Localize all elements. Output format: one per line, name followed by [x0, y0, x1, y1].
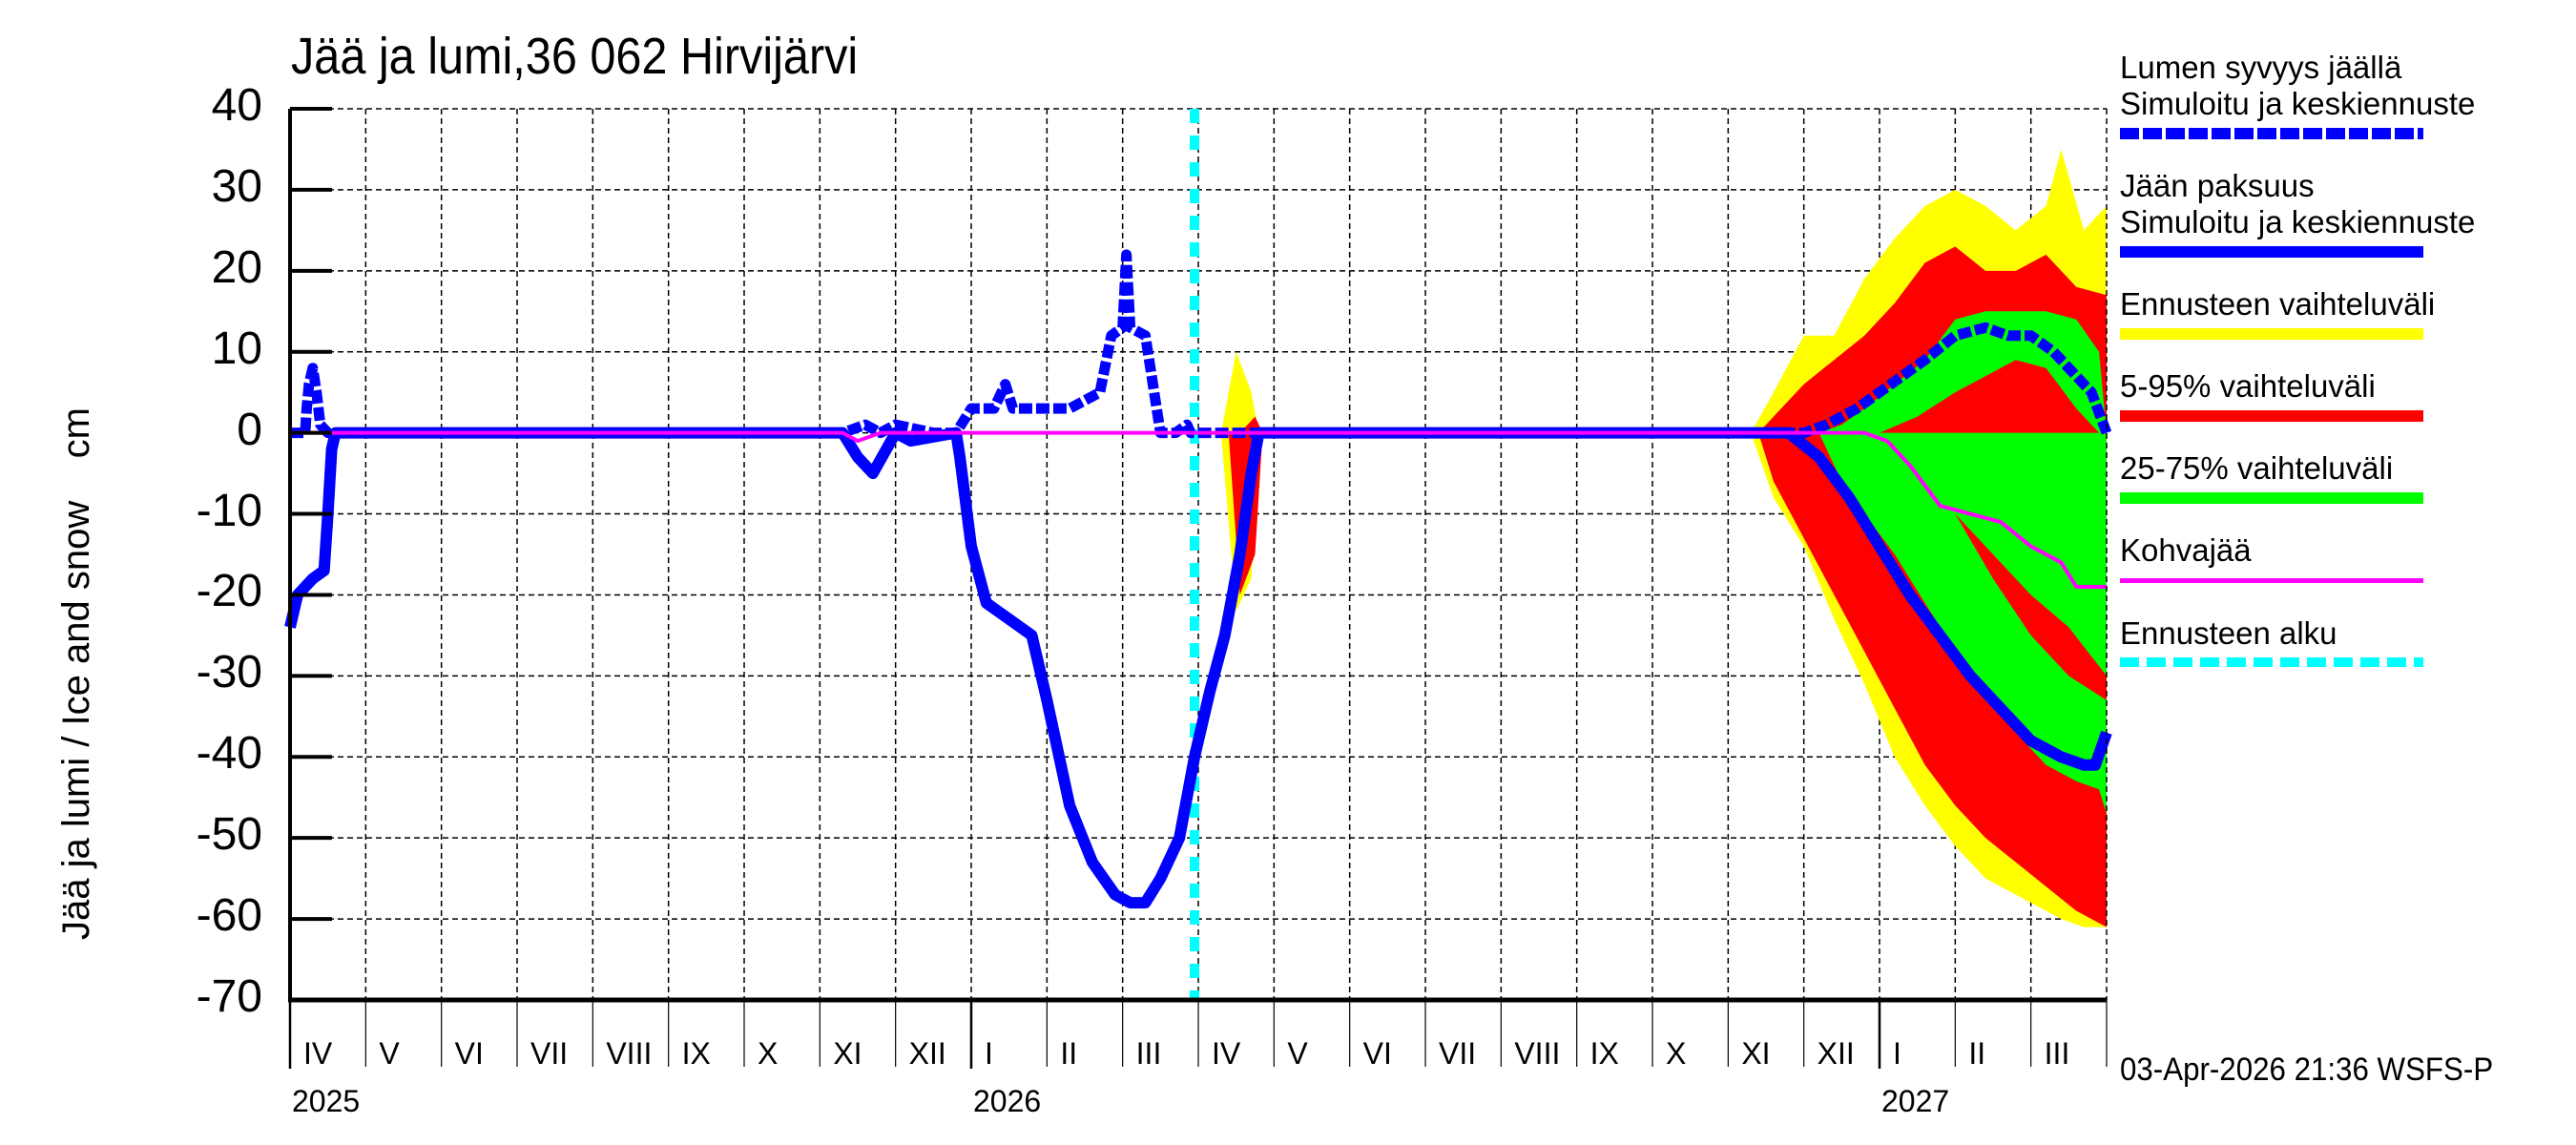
month-label: III: [2044, 1036, 2070, 1071]
month-label: I: [985, 1036, 993, 1071]
legend-label: 25-75% vaihteluväli: [2120, 450, 2394, 486]
legend-label: Kohvajää: [2120, 532, 2252, 568]
chart-title: Jää ja lumi,36 062 Hirvijärvi: [291, 28, 859, 85]
y-tick-label: -40: [196, 728, 262, 780]
month-label: I: [1893, 1036, 1901, 1071]
month-label: XII: [1817, 1036, 1855, 1071]
month-label: V: [379, 1036, 400, 1071]
y-tick-label: -50: [196, 809, 262, 861]
legend-sublabel: Simuloitu ja keskiennuste: [2120, 86, 2476, 121]
band-area: [1818, 311, 2107, 814]
legend-swatch: [2120, 578, 2423, 583]
month-label: II: [1968, 1036, 1986, 1071]
y-tick-label: 40: [211, 80, 262, 131]
legend-swatch: [2120, 128, 2423, 139]
legend-swatch: [2120, 246, 2423, 258]
legend-swatch: [2120, 328, 2423, 340]
legend-label: Jään paksuus: [2120, 168, 2315, 203]
month-label: X: [758, 1036, 779, 1071]
legend-sublabel: Simuloitu ja keskiennuste: [2120, 204, 2476, 239]
y-tick-label: 30: [211, 160, 262, 212]
legend-label: Ennusteen alku: [2120, 615, 2337, 651]
year-label: 2027: [1881, 1084, 1950, 1118]
month-label: XII: [908, 1036, 946, 1071]
y-tick-label: 10: [211, 323, 262, 374]
month-label: IV: [303, 1036, 333, 1071]
y-tick-label: 0: [237, 404, 262, 455]
month-label: III: [1135, 1036, 1162, 1071]
month-label: VII: [1439, 1036, 1477, 1071]
month-label: VIII: [1514, 1036, 1561, 1071]
legend-item: Ennusteen alku: [2120, 615, 2559, 667]
month-label: VII: [530, 1036, 569, 1071]
legend-swatch: [2120, 492, 2423, 504]
legend-swatch: [2120, 410, 2423, 422]
legend-item: 25-75% vaihteluväli: [2120, 450, 2559, 504]
month-label: VI: [1362, 1036, 1392, 1071]
y-tick-label: -30: [196, 647, 262, 698]
axes: [288, 107, 2108, 1069]
legend-label: Lumen syvyys jäällä: [2120, 50, 2402, 85]
forecast-bands: [1220, 149, 2107, 927]
legend-item: 5-95% vaihteluväli: [2120, 368, 2559, 422]
month-label: XI: [1741, 1036, 1771, 1071]
month-label: IX: [681, 1036, 711, 1071]
y-tick-label: -10: [196, 485, 262, 536]
month-label: V: [1287, 1036, 1308, 1071]
band-area: [1955, 513, 2107, 700]
legend-label: 5-95% vaihteluväli: [2120, 368, 2376, 404]
data-series: [284, 109, 2112, 1000]
year-label: 2025: [292, 1084, 361, 1118]
legend-item: Lumen syvyys jäällä Simuloitu ja keskienn…: [2120, 50, 2559, 139]
band-area: [1880, 360, 2100, 433]
y-axis-label: Jää ja lumi / Ice and snow cm: [55, 406, 97, 940]
y-tick-label: -60: [196, 890, 262, 942]
month-label: X: [1666, 1036, 1687, 1071]
legend-item: Jään paksuus Simuloitu ja keskiennuste: [2120, 168, 2559, 258]
series-line: [290, 430, 2107, 589]
y-tick-label: 20: [211, 241, 262, 293]
legend: Lumen syvyys jäällä Simuloitu ja keskienn…: [2120, 50, 2559, 696]
legend-swatch: [2120, 657, 2423, 667]
legend-item: Ennusteen vaihteluväli: [2120, 286, 2559, 340]
y-tick-label: -20: [196, 566, 262, 617]
month-label: VI: [454, 1036, 484, 1071]
timestamp: 03-Apr-2026 21:36 WSFS-P: [2120, 1051, 2494, 1088]
month-label: II: [1060, 1036, 1078, 1071]
month-label: XI: [833, 1036, 862, 1071]
year-label: 2026: [973, 1084, 1042, 1118]
month-label: VIII: [606, 1036, 653, 1071]
month-label: IX: [1589, 1036, 1619, 1071]
legend-label: Ennusteen vaihteluväli: [2120, 286, 2436, 322]
legend-item: Kohvajää: [2120, 532, 2559, 583]
y-tick-label: -70: [196, 971, 262, 1022]
month-label: IV: [1212, 1036, 1241, 1071]
